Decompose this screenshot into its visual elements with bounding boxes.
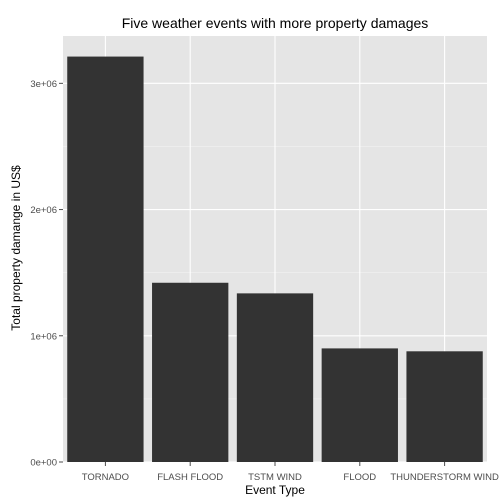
x-tick-label: TORNADO <box>82 472 129 483</box>
x-tick-label: FLASH FLOOD <box>157 472 223 483</box>
y-tick-label: 1e+06 <box>30 331 57 342</box>
x-tick-label: FLOOD <box>343 472 376 483</box>
chart-title: Five weather events with more property d… <box>122 15 429 31</box>
bar-thunderstorm-wind <box>406 351 483 462</box>
y-axis: 0e+00 1e+06 2e+06 3e+06 <box>30 79 63 469</box>
y-tick-label: 2e+06 <box>30 205 57 216</box>
x-axis: TORNADO FLASH FLOOD TSTM WIND FLOOD THUNDERS… <box>82 462 499 483</box>
x-tick-label: THUNDERSTORM WIND <box>390 472 499 483</box>
bar-tornado <box>67 56 144 463</box>
x-axis-title: Event Type <box>245 483 305 497</box>
bars <box>67 56 483 463</box>
y-tick-label: 3e+06 <box>30 79 57 90</box>
y-tick-label: 0e+00 <box>30 458 57 469</box>
x-tick-label: TSTM WIND <box>248 472 302 483</box>
bar-flood <box>321 348 398 462</box>
y-axis-title: Total property damange in US$ <box>9 165 23 331</box>
bar-flash-flood <box>152 282 229 462</box>
bar-tstm-wind <box>236 293 314 462</box>
